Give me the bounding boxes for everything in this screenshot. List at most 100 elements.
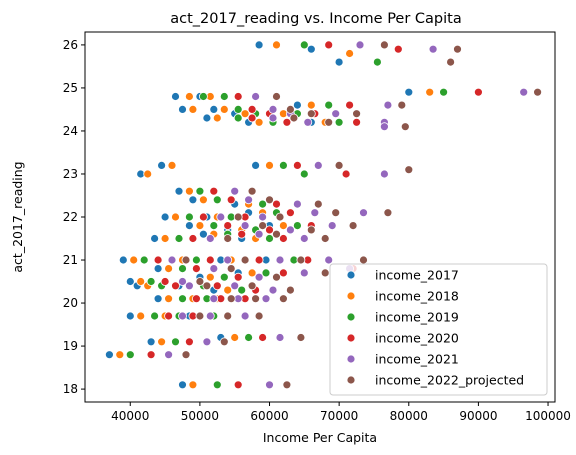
- x-tick-label: 90000: [459, 409, 497, 423]
- data-point: [217, 213, 225, 221]
- data-point: [179, 312, 187, 320]
- data-point: [206, 312, 214, 320]
- data-point: [332, 209, 340, 217]
- data-point: [307, 226, 315, 234]
- data-point: [185, 222, 193, 230]
- data-point: [165, 351, 173, 359]
- data-point: [231, 334, 239, 342]
- data-point: [353, 110, 361, 118]
- data-point: [314, 200, 322, 208]
- data-point: [231, 282, 239, 290]
- data-point: [203, 338, 211, 346]
- data-point: [105, 351, 113, 359]
- data-point: [325, 101, 333, 109]
- data-point: [300, 41, 308, 49]
- data-point: [252, 161, 260, 169]
- data-point: [224, 235, 232, 243]
- data-point: [346, 101, 354, 109]
- data-point: [185, 338, 193, 346]
- x-tick-label: 40000: [111, 409, 149, 423]
- data-point: [290, 114, 298, 122]
- legend-label: income_2021: [375, 352, 459, 367]
- data-point: [273, 41, 281, 49]
- legend-label: income_2018: [375, 289, 459, 304]
- data-point: [158, 338, 166, 346]
- data-point: [199, 213, 207, 221]
- data-point: [206, 256, 214, 264]
- data-point: [182, 256, 190, 264]
- data-point: [332, 110, 340, 118]
- data-point: [126, 312, 134, 320]
- data-point: [182, 351, 190, 359]
- data-point: [213, 381, 221, 389]
- data-point: [325, 41, 333, 49]
- data-point: [255, 230, 263, 238]
- x-tick-label: 70000: [320, 409, 358, 423]
- data-point: [259, 213, 267, 221]
- data-point: [276, 213, 284, 221]
- data-point: [304, 118, 312, 126]
- data-point: [126, 351, 134, 359]
- data-point: [168, 256, 176, 264]
- data-point: [224, 286, 232, 294]
- data-point: [405, 166, 413, 174]
- data-point: [293, 161, 301, 169]
- data-point: [210, 265, 218, 273]
- data-point: [199, 93, 207, 101]
- data-point: [405, 88, 413, 96]
- data-point: [273, 93, 281, 101]
- data-point: [192, 265, 200, 273]
- y-tick-label: 23: [63, 167, 78, 181]
- y-tick-label: 21: [63, 253, 78, 267]
- data-point: [238, 286, 246, 294]
- data-point: [297, 256, 305, 264]
- y-tick-label: 25: [63, 81, 78, 95]
- data-point: [165, 312, 173, 320]
- data-point: [206, 235, 214, 243]
- data-point: [175, 187, 183, 195]
- data-point: [335, 161, 343, 169]
- data-point: [266, 161, 274, 169]
- data-point: [161, 235, 169, 243]
- data-point: [196, 187, 204, 195]
- y-axis-label: act_2017_reading: [10, 161, 25, 272]
- data-point: [241, 222, 249, 230]
- data-point: [179, 381, 187, 389]
- data-point: [227, 265, 235, 273]
- data-point: [203, 114, 211, 122]
- data-point: [269, 105, 277, 113]
- legend-marker: [347, 334, 355, 342]
- data-point: [210, 222, 218, 230]
- x-tick-label: 50000: [181, 409, 219, 423]
- data-point: [213, 196, 221, 204]
- data-point: [293, 200, 301, 208]
- legend-label: income_2019: [375, 310, 459, 325]
- data-point: [266, 196, 274, 204]
- data-point: [248, 269, 256, 277]
- data-point: [394, 45, 402, 53]
- data-point: [248, 187, 256, 195]
- data-point: [259, 222, 267, 230]
- legend-label: income_2017: [375, 268, 459, 283]
- data-point: [279, 222, 287, 230]
- data-point: [346, 50, 354, 58]
- data-point: [172, 338, 180, 346]
- data-point: [179, 105, 187, 113]
- data-point: [116, 351, 124, 359]
- data-point: [147, 338, 155, 346]
- data-point: [307, 110, 315, 118]
- data-point: [220, 273, 228, 281]
- data-point: [199, 196, 207, 204]
- data-point: [147, 351, 155, 359]
- data-point: [283, 381, 291, 389]
- x-tick-label: 60000: [250, 409, 288, 423]
- data-point: [158, 161, 166, 169]
- data-point: [185, 187, 193, 195]
- data-point: [185, 93, 193, 101]
- data-point: [534, 88, 542, 96]
- data-point: [147, 278, 155, 286]
- legend-marker: [347, 376, 355, 384]
- data-point: [220, 105, 228, 113]
- data-point: [220, 338, 228, 346]
- data-point: [259, 334, 267, 342]
